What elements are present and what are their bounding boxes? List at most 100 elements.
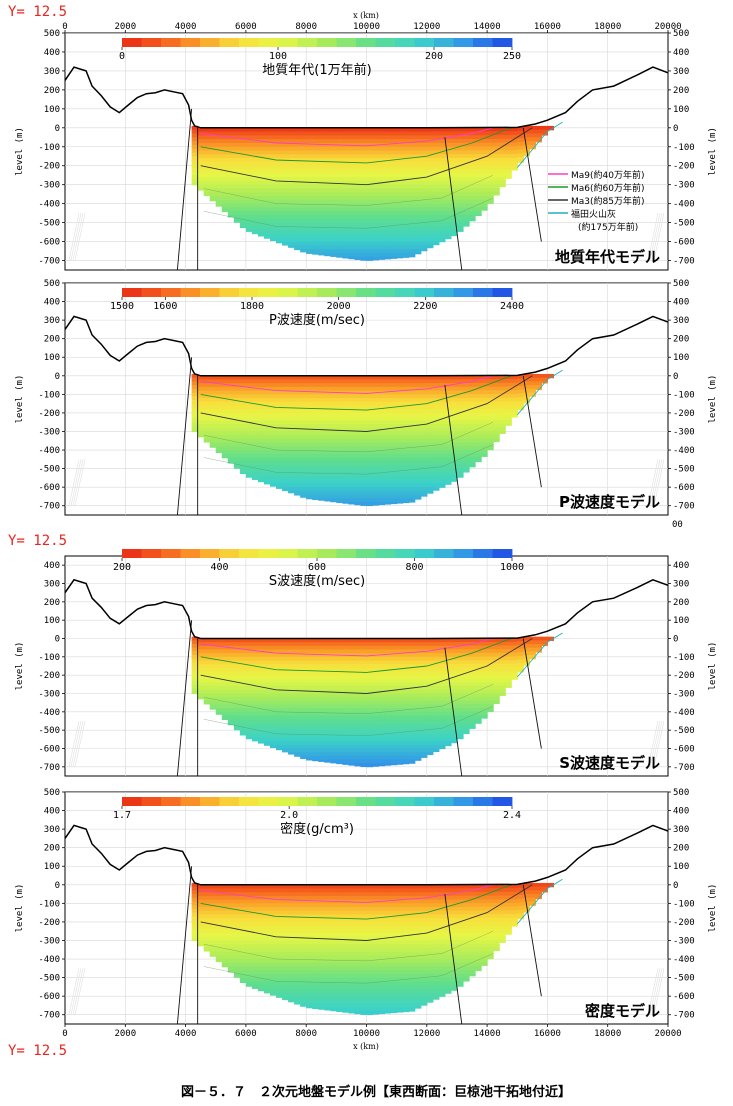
basin-cell xyxy=(282,402,289,406)
basin-cell xyxy=(403,675,410,679)
basin-cell xyxy=(457,200,464,204)
basin-cell xyxy=(342,763,349,765)
basin-cell xyxy=(312,480,319,484)
colorbar-cell xyxy=(142,288,162,297)
basin-cell xyxy=(433,480,440,484)
basin-cell xyxy=(222,132,229,136)
basin-cell xyxy=(204,135,211,139)
basin-cell xyxy=(463,192,470,196)
basin-cell xyxy=(294,219,301,223)
basin-cell xyxy=(270,234,277,238)
basin-cell xyxy=(403,188,410,192)
basin-cell xyxy=(228,446,235,450)
basin-cell xyxy=(312,151,319,155)
basin-cell xyxy=(481,715,488,718)
basin-cell xyxy=(354,413,361,417)
basin-cell xyxy=(330,135,337,139)
basin-cell xyxy=(318,495,325,499)
basin-cell xyxy=(499,690,506,694)
basin-cell xyxy=(228,147,235,151)
basin-cell xyxy=(354,380,361,384)
basin-cell xyxy=(433,234,440,238)
basin-cell xyxy=(499,394,506,398)
basin-cell xyxy=(433,461,440,465)
basin-cell xyxy=(469,420,476,424)
basin-cell xyxy=(415,454,422,458)
basin-cell xyxy=(234,409,241,413)
basin-cell xyxy=(318,154,325,158)
basin-cell xyxy=(445,219,452,223)
basin-cell xyxy=(330,166,337,170)
basin-cell xyxy=(421,143,428,147)
basin-cell xyxy=(409,219,416,223)
basin-cell xyxy=(385,672,392,676)
basin-cell xyxy=(373,686,380,690)
basin-cell xyxy=(421,226,428,230)
basin-cell xyxy=(367,166,374,170)
basin-cell xyxy=(367,469,374,473)
basin-cell xyxy=(457,416,464,420)
basin-cell xyxy=(348,200,355,204)
basin-cell xyxy=(475,147,482,151)
basin-cell xyxy=(505,379,512,383)
basin-cell xyxy=(324,491,331,495)
basin-cell xyxy=(342,170,349,174)
basin-cell xyxy=(294,192,301,196)
basin-cell xyxy=(252,211,259,215)
basin-cell xyxy=(336,211,343,215)
basin-cell xyxy=(276,723,283,727)
y-tick-label: -300 xyxy=(673,181,695,191)
basin-cell xyxy=(487,671,494,675)
basin-cell xyxy=(457,424,464,428)
basin-cell xyxy=(439,409,446,413)
basin-cell xyxy=(294,439,301,443)
basin-cell xyxy=(397,132,404,136)
basin-cell xyxy=(427,439,434,443)
basin-cell xyxy=(252,675,259,679)
basin-cell xyxy=(499,682,506,686)
basin-cell xyxy=(397,380,404,384)
basin-cell xyxy=(300,435,307,439)
basin-cell xyxy=(439,143,446,147)
basin-cell xyxy=(300,219,307,223)
basin-cell xyxy=(288,461,295,465)
basin-cell xyxy=(342,694,349,698)
basin-cell xyxy=(360,694,367,698)
basin-cell xyxy=(240,716,247,720)
basin-cell xyxy=(475,454,482,458)
basin-cell xyxy=(282,135,289,139)
basin-cell xyxy=(499,409,506,413)
basin-cell xyxy=(348,730,355,734)
basin-cell xyxy=(228,196,235,200)
basin-cell xyxy=(330,230,337,234)
basin-cell xyxy=(198,177,205,181)
basin-cell xyxy=(445,693,452,697)
basin-cell xyxy=(330,402,337,406)
basin-cell xyxy=(276,402,283,406)
basin-cell xyxy=(324,132,331,136)
basin-cell xyxy=(348,476,355,480)
basin-cell xyxy=(391,230,398,234)
basin-cell xyxy=(409,135,416,139)
basin-cell xyxy=(348,457,355,461)
basin-cell xyxy=(222,204,229,208)
basin-cell xyxy=(306,760,313,761)
basin-cell xyxy=(427,242,434,246)
basin-cell xyxy=(348,679,355,683)
basin-cell xyxy=(306,211,313,215)
x-axis-label-top: x (km) xyxy=(353,11,379,20)
basin-cell xyxy=(397,211,404,215)
basin-cell xyxy=(445,234,452,238)
basin-cell xyxy=(427,668,434,672)
basin-cell xyxy=(258,166,265,170)
basin-cell xyxy=(270,380,277,384)
basin-cell xyxy=(433,454,440,458)
basin-cell xyxy=(198,185,205,189)
basin-cell xyxy=(216,450,223,453)
basin-cell xyxy=(427,734,434,738)
basin-cell xyxy=(427,653,434,657)
basin-cell xyxy=(282,472,289,476)
basin-cell xyxy=(397,646,404,650)
basin-cell xyxy=(511,390,518,394)
basin-cell xyxy=(342,387,349,391)
